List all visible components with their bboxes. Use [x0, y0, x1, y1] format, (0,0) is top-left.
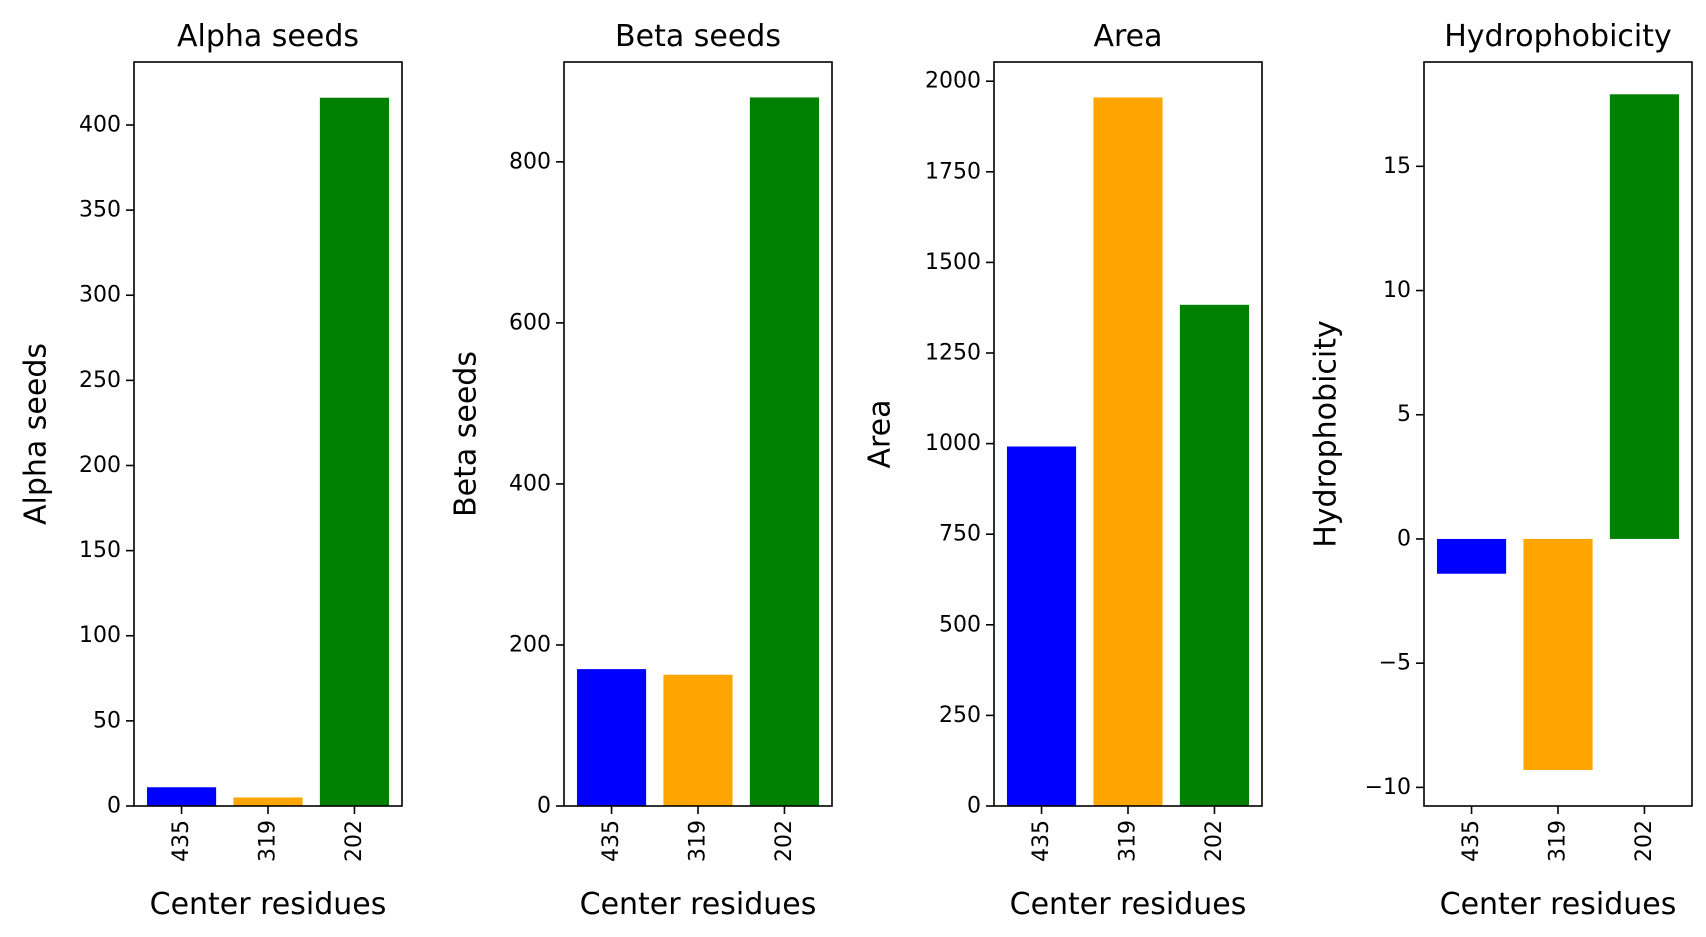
y-axis-label: Area	[863, 399, 898, 468]
x-tick-label: 202	[772, 820, 797, 862]
y-tick-label: 0	[537, 794, 551, 819]
y-tick-label: 1250	[925, 341, 981, 366]
x-axis-label: Center residues	[150, 887, 387, 922]
y-tick-label: −5	[1379, 651, 1411, 676]
x-tick-label: 202	[1632, 820, 1657, 862]
x-tick-label: 202	[1202, 820, 1227, 862]
chart-title: Area	[1093, 19, 1162, 54]
x-tick-label: 319	[1116, 820, 1141, 862]
x-axis-label: Center residues	[580, 887, 817, 922]
y-tick-label: 350	[79, 198, 121, 223]
y-tick-label: 500	[939, 612, 981, 637]
chart-title: Alpha seeds	[177, 19, 359, 54]
y-tick-label: 150	[79, 538, 121, 563]
chart-panel-2: 0 200 400 600 800 435 319 202 Beta seeds Center r…	[449, 19, 833, 922]
y-tick-label: 400	[509, 471, 551, 496]
bar-435	[146, 787, 217, 806]
y-tick-label: 1000	[925, 431, 981, 456]
y-tick-label: 10	[1383, 278, 1411, 303]
y-tick-label: 750	[939, 522, 981, 547]
y-tick-label: 800	[509, 149, 551, 174]
y-tick-label: 250	[79, 368, 121, 393]
y-axis-label: Alpha seeds	[19, 343, 54, 525]
y-tick-label: 0	[1397, 526, 1411, 551]
x-tick-label: 202	[342, 820, 367, 862]
y-tick-label: 2000	[925, 69, 981, 94]
x-tick-label: 319	[686, 820, 711, 862]
y-tick-label: 5	[1397, 402, 1411, 427]
chart-panel-4: −10 −5 0 5 10 15 435 319 202 Hydrophobicity Center…	[1309, 19, 1693, 922]
y-tick-label: 1500	[925, 250, 981, 275]
x-tick-label: 435	[1029, 820, 1054, 862]
bar-319	[1523, 538, 1593, 770]
y-axis-label: Hydrophobicity	[1309, 320, 1344, 548]
y-tick-label: 100	[79, 623, 121, 648]
y-tick-label: 400	[79, 112, 121, 137]
y-tick-label: 15	[1383, 154, 1411, 179]
x-tick-label: 435	[1459, 820, 1484, 862]
bar-319	[663, 674, 733, 806]
bar-202	[1609, 94, 1680, 539]
y-tick-label: 200	[79, 453, 121, 478]
bar-202	[319, 97, 390, 806]
bar-435	[1006, 446, 1077, 806]
y-tick-label: 50	[93, 708, 121, 733]
x-tick-label: 435	[599, 820, 624, 862]
chart-panel-1: 0 50 100 150 200 250 300 350 400 435 319 202 Alpha s…	[19, 19, 403, 922]
chart-title: Beta seeds	[615, 19, 781, 54]
chart-panel-3: 0 250 500 750 1000 1250 1500 1750 2000 435 319 202 A…	[863, 19, 1263, 922]
y-tick-label: −10	[1365, 775, 1411, 800]
bar-202	[1179, 304, 1250, 806]
x-tick-label: 435	[169, 820, 194, 862]
y-tick-label: 0	[107, 794, 121, 819]
x-axis-label: Center residues	[1440, 887, 1677, 922]
y-axis-label: Beta seeds	[449, 351, 484, 517]
y-tick-label: 1750	[925, 159, 981, 184]
y-tick-label: 250	[939, 703, 981, 728]
bar-435	[1436, 538, 1507, 574]
y-tick-label: 300	[79, 283, 121, 308]
bar-435	[576, 669, 647, 806]
bar-319	[1093, 97, 1163, 806]
x-axis-label: Center residues	[1010, 887, 1247, 922]
y-tick-label: 200	[509, 632, 551, 657]
x-tick-label: 319	[1546, 820, 1571, 862]
y-tick-label: 0	[967, 794, 981, 819]
y-tick-label: 600	[509, 310, 551, 335]
chart-title: Hydrophobicity	[1444, 19, 1672, 54]
bar-202	[749, 97, 820, 807]
bar-319	[233, 797, 303, 806]
x-tick-label: 319	[256, 820, 281, 862]
